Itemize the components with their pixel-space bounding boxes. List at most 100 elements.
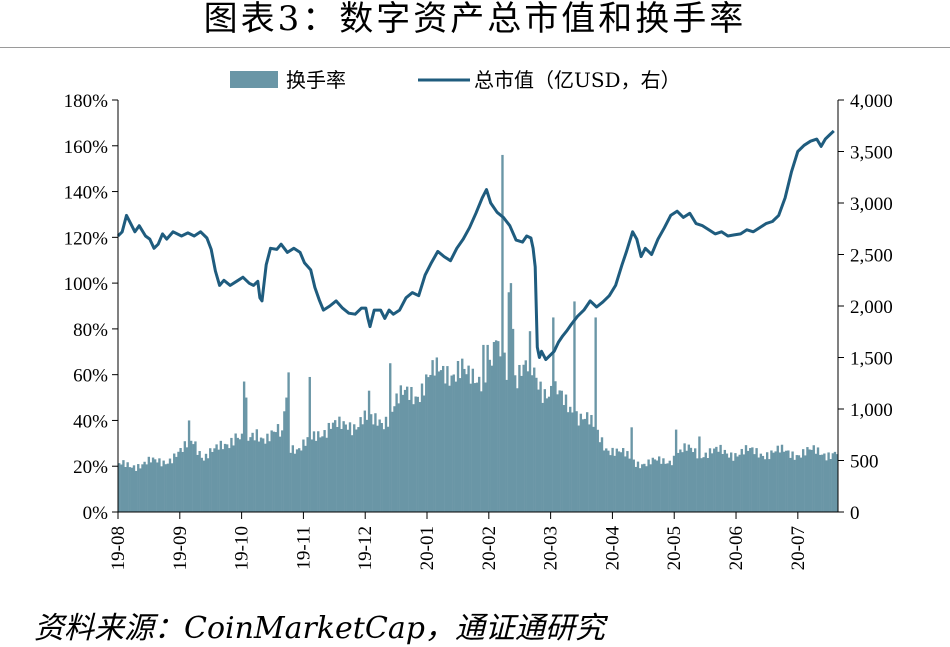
turnover-bar	[124, 467, 127, 512]
turnover-bar	[713, 448, 716, 512]
turnover-bar	[164, 464, 167, 512]
right-tick-label: 2,000	[850, 297, 893, 318]
turnover-bar	[812, 445, 815, 512]
turnover-bar	[674, 429, 678, 512]
turnover-bar	[723, 449, 727, 512]
turnover-bar	[420, 383, 424, 512]
turnover-bar	[717, 451, 720, 512]
turnover-bar	[323, 430, 326, 512]
turnover-bar	[386, 426, 390, 512]
turnover-bar	[683, 443, 686, 512]
turnover-bar	[448, 385, 451, 512]
turnover-bar	[789, 457, 792, 512]
turnover-bar	[128, 467, 131, 512]
turnover-bar	[304, 445, 307, 512]
turnover-bar	[564, 394, 568, 512]
turnover-bar	[575, 411, 578, 512]
turnover-bar	[480, 391, 483, 512]
turnover-bar	[378, 419, 381, 512]
turnover-bar	[522, 364, 525, 512]
turnover-bar	[814, 453, 818, 512]
x-tick-label: 20-04	[602, 526, 623, 571]
turnover-bar	[363, 410, 367, 512]
turnover-bar	[740, 448, 743, 512]
x-tick-label: 20-07	[788, 526, 809, 570]
turnover-bar	[751, 447, 754, 512]
turnover-bar	[753, 454, 756, 512]
turnover-bar	[168, 458, 172, 512]
turnover-bar	[550, 385, 553, 512]
turnover-bar	[780, 444, 784, 512]
turnover-bar	[185, 447, 189, 512]
turnover-bar	[367, 390, 371, 512]
turnover-bar	[486, 344, 489, 512]
turnover-bar	[689, 447, 693, 512]
turnover-bar	[738, 454, 741, 512]
turnover-bar	[380, 423, 383, 512]
right-tick-label: 3,500	[850, 143, 893, 164]
turnover-bar	[804, 455, 807, 512]
turnover-bar	[346, 429, 350, 512]
turnover-bar	[759, 453, 763, 512]
turnover-bar	[706, 458, 710, 512]
turnover-bar	[149, 462, 153, 512]
left-tick-label: 160%	[64, 137, 109, 158]
turnover-bar	[482, 344, 485, 512]
turnover-bar	[359, 417, 362, 512]
turnover-bar	[609, 455, 612, 512]
turnover-bar	[638, 468, 642, 512]
turnover-bar	[452, 374, 455, 512]
turnover-bar	[755, 448, 758, 512]
turnover-bar	[768, 459, 771, 512]
turnover-bar	[384, 416, 388, 512]
turnover-bar	[734, 453, 737, 512]
turnover-bar	[204, 453, 208, 512]
turnover-bar	[766, 452, 769, 512]
legend-label-turnover: 换手率	[286, 68, 346, 92]
turnover-bar	[166, 463, 170, 512]
turnover-bar	[122, 460, 125, 512]
turnover-bar	[158, 458, 161, 512]
turnover-bar	[715, 446, 718, 512]
turnover-bar	[200, 457, 203, 512]
right-tick-label: 1,000	[850, 400, 893, 421]
turnover-bar	[410, 386, 413, 512]
turnover-bar	[130, 467, 134, 512]
turnover-bar	[808, 449, 811, 512]
turnover-bar	[592, 426, 595, 512]
turnover-bar	[353, 424, 356, 512]
turnover-bar	[293, 453, 297, 512]
turnover-bar	[401, 394, 405, 512]
chart-legend: 换手率 总市值（亿USD，右）	[230, 68, 681, 92]
turnover-bar	[518, 364, 521, 512]
right-tick-label: 500	[850, 452, 879, 473]
turnover-bar	[145, 464, 148, 512]
turnover-bar	[628, 458, 631, 512]
turnover-bar	[619, 452, 623, 512]
x-tick-label: 20-05	[664, 526, 685, 570]
turnover-bar	[605, 448, 608, 512]
turnover-bar	[291, 445, 295, 512]
turnover-bar	[528, 331, 532, 512]
turnover-bar	[431, 360, 434, 512]
turnover-bar	[514, 375, 517, 512]
right-tick-label: 3,000	[850, 194, 893, 215]
turnover-bar	[708, 448, 712, 512]
left-tick-label: 120%	[64, 228, 109, 249]
turnover-bar	[183, 441, 187, 512]
turnover-bar	[230, 437, 233, 512]
turnover-bar	[710, 453, 714, 512]
turnover-bar	[833, 451, 837, 512]
turnover-bar	[732, 460, 735, 512]
turnover-bar	[340, 428, 343, 512]
turnover-bar	[687, 444, 691, 512]
turnover-bar	[278, 436, 282, 512]
turnover-bar	[143, 461, 146, 512]
turnover-bar	[543, 389, 547, 512]
right-tick-label: 1,500	[850, 349, 893, 370]
turnover-bar	[355, 429, 358, 512]
turnover-bar	[266, 433, 269, 512]
turnover-bar	[302, 439, 305, 512]
turnover-bar	[467, 365, 470, 512]
turnover-bar	[685, 450, 688, 512]
